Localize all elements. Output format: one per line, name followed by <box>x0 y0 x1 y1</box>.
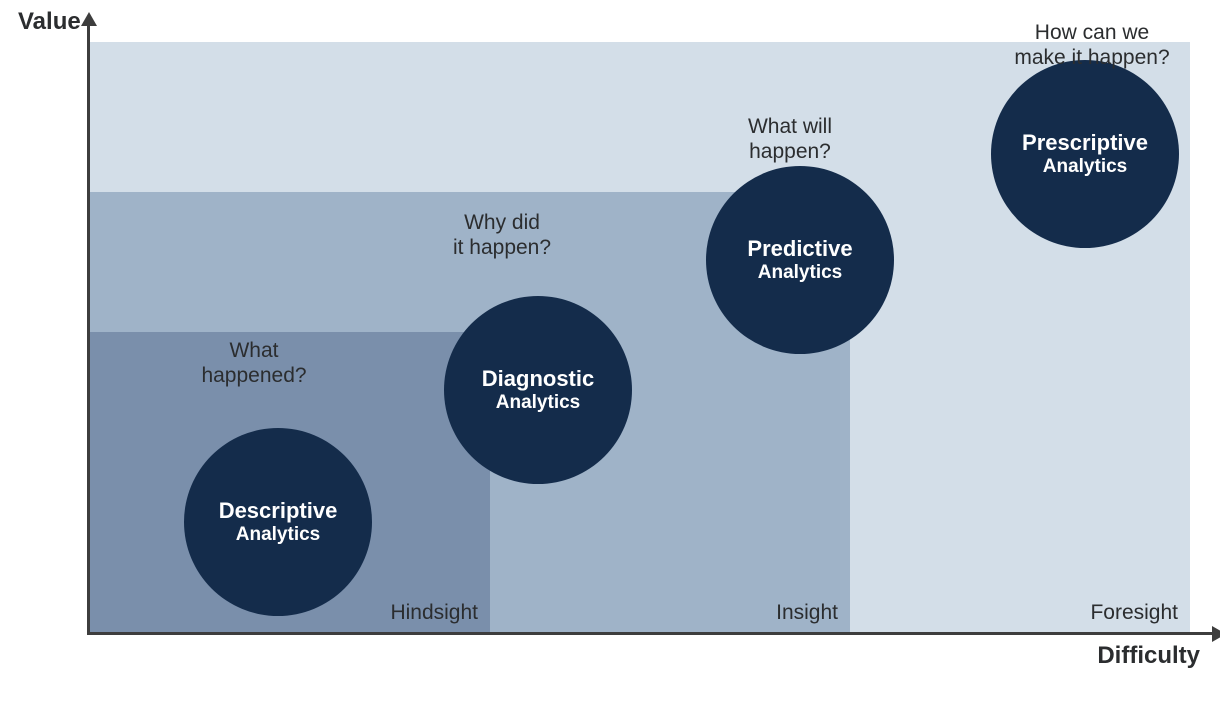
question-line2-diagnostic: it happen? <box>402 235 602 260</box>
circle-descriptive: DescriptiveAnalytics <box>184 428 372 616</box>
circle-title-descriptive: Descriptive <box>219 498 338 523</box>
question-line1-descriptive: What <box>164 338 344 363</box>
question-diagnostic: Why didit happen? <box>402 210 602 260</box>
question-descriptive: Whathappened? <box>164 338 344 388</box>
plot-area: ForesightInsightHindsightDescriptiveAnal… <box>90 42 1190 632</box>
question-line1-predictive: What will <box>690 114 890 139</box>
question-line1-prescriptive: How can we <box>962 20 1220 45</box>
x-axis <box>87 632 1212 635</box>
circle-diagnostic: DiagnosticAnalytics <box>444 296 632 484</box>
y-axis-label: Value <box>18 8 81 36</box>
question-predictive: What willhappen? <box>690 114 890 164</box>
circle-predictive: PredictiveAnalytics <box>706 166 894 354</box>
circle-subtitle-diagnostic: Analytics <box>482 392 594 414</box>
x-axis-label: Difficulty <box>1097 642 1200 670</box>
question-line2-predictive: happen? <box>690 139 890 164</box>
question-prescriptive: How can wemake it happen? <box>962 20 1220 70</box>
question-line1-diagnostic: Why did <box>402 210 602 235</box>
question-line2-descriptive: happened? <box>164 363 344 388</box>
circle-prescriptive: PrescriptiveAnalytics <box>991 60 1179 248</box>
circle-subtitle-prescriptive: Analytics <box>1022 156 1148 178</box>
circle-subtitle-descriptive: Analytics <box>219 524 338 546</box>
y-axis-arrowhead <box>81 12 97 26</box>
circle-title-predictive: Predictive <box>747 236 852 261</box>
circle-subtitle-predictive: Analytics <box>747 262 852 284</box>
y-axis <box>87 24 90 635</box>
question-line2-prescriptive: make it happen? <box>962 45 1220 70</box>
x-axis-arrowhead <box>1212 626 1220 642</box>
circle-title-diagnostic: Diagnostic <box>482 366 594 391</box>
analytics-maturity-diagram: Value ForesightInsightHindsightDescripti… <box>0 0 1220 703</box>
circle-title-prescriptive: Prescriptive <box>1022 130 1148 155</box>
